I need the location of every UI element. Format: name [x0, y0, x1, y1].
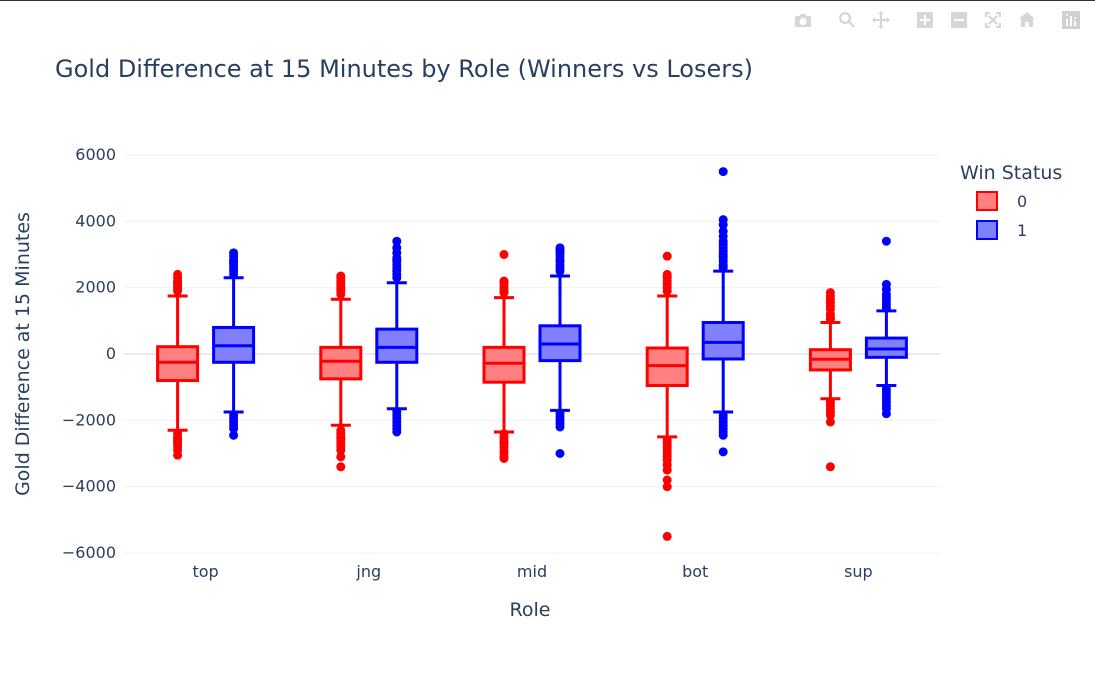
x-tick-label: top	[192, 562, 218, 581]
zoom-in-icon[interactable]	[909, 7, 941, 33]
y-tick-label: 6000	[75, 145, 116, 164]
outlier-point	[555, 266, 565, 276]
outlier-point	[718, 430, 728, 440]
y-tick-label: 4000	[75, 211, 116, 230]
legend-swatch-0	[976, 191, 998, 211]
outlier-point	[555, 422, 565, 432]
modebar	[787, 7, 1087, 33]
y-tick-label: −6000	[62, 543, 116, 562]
outlier-point	[881, 236, 891, 246]
home-icon[interactable]	[1011, 7, 1043, 33]
y-tick-label: −4000	[62, 477, 116, 496]
outlier-point	[173, 450, 183, 460]
zoom-icon[interactable]	[831, 7, 863, 33]
legend-label-1: 1	[1017, 221, 1027, 240]
box-jng-0[interactable]	[319, 271, 363, 472]
y-tick-label: −2000	[62, 410, 116, 429]
box-plots	[156, 167, 908, 541]
outlier-point	[825, 410, 835, 420]
plotly-logo-icon[interactable]	[1055, 7, 1087, 33]
outlier-point	[662, 482, 672, 492]
x-tick-label: bot	[682, 562, 708, 581]
outlier-point	[881, 409, 891, 419]
outlier-point	[392, 273, 402, 283]
chart-title: Gold Difference at 15 Minutes by Role (W…	[55, 55, 753, 83]
x-axis-title: Role	[510, 599, 551, 621]
y-axis-title: Gold Difference at 15 Minutes	[12, 212, 34, 496]
outlier-point	[662, 475, 672, 485]
outlier-point	[229, 424, 239, 434]
outlier-point	[336, 289, 346, 299]
outlier-point	[555, 449, 565, 458]
camera-icon[interactable]	[787, 7, 819, 33]
box-bot-1[interactable]	[701, 167, 745, 457]
outlier-point	[392, 427, 402, 437]
y-tick-labels: 6000 4000 2000 0 −2000 −4000 −6000	[62, 145, 116, 562]
iqr-box	[701, 320, 745, 361]
box-top-0[interactable]	[156, 269, 200, 460]
y-tick-label: 0	[106, 344, 116, 363]
box-mid-1[interactable]	[538, 243, 582, 458]
outlier-point	[718, 447, 728, 457]
outlier-point	[718, 263, 728, 273]
legend-swatch-1	[976, 220, 998, 240]
x-tick-label: jng	[355, 562, 381, 581]
outlier-point	[662, 286, 672, 296]
x-tick-label: mid	[517, 562, 547, 581]
legend-label-0: 0	[1017, 192, 1027, 211]
legend-item-1[interactable]: 1	[976, 220, 1027, 240]
x-tick-labels: top jng mid bot sup	[192, 562, 872, 581]
outlier-point	[499, 250, 509, 259]
outlier-point	[825, 462, 835, 472]
legend-item-0[interactable]: 0	[976, 191, 1027, 211]
box-mid-0[interactable]	[482, 250, 526, 463]
outlier-point	[499, 288, 509, 298]
outlier-point	[718, 167, 728, 177]
y-gridlines	[124, 154, 940, 554]
outlier-point	[718, 220, 728, 230]
iqr-box	[375, 327, 419, 364]
outlier-point	[662, 531, 672, 541]
outlier-point	[173, 286, 183, 296]
box-top-1[interactable]	[212, 248, 256, 440]
legend: Win Status 0 1	[960, 162, 1062, 240]
legend-title: Win Status	[960, 162, 1062, 184]
outlier-point	[662, 465, 672, 475]
outlier-point	[881, 303, 891, 313]
outlier-point	[825, 314, 835, 324]
outlier-point	[229, 430, 239, 440]
x-tick-label: sup	[844, 562, 873, 581]
box-sup-1[interactable]	[864, 236, 908, 419]
outlier-point	[336, 462, 346, 472]
iqr-box	[319, 345, 363, 381]
pan-icon[interactable]	[865, 7, 897, 33]
outlier-point	[392, 236, 402, 246]
y-tick-label: 2000	[75, 278, 116, 297]
outlier-point	[336, 445, 346, 455]
outlier-point	[662, 251, 672, 261]
outlier-point	[336, 452, 346, 462]
autoscale-icon[interactable]	[977, 7, 1009, 33]
box-bot-0[interactable]	[645, 251, 689, 541]
outlier-point	[229, 269, 239, 279]
outlier-point	[499, 453, 509, 463]
series-1	[212, 167, 908, 458]
box-sup-0[interactable]	[808, 288, 852, 472]
box-jng-1[interactable]	[375, 236, 419, 437]
outlier-point	[825, 417, 835, 427]
zoom-out-icon[interactable]	[943, 7, 975, 33]
series-0	[156, 250, 852, 541]
